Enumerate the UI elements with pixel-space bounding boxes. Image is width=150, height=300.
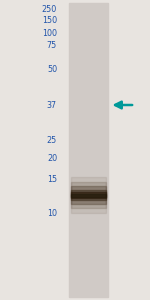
Bar xyxy=(69,3,108,297)
Bar xyxy=(70,194,106,196)
Text: 50: 50 xyxy=(47,65,57,74)
Text: 20: 20 xyxy=(47,154,57,163)
Text: 15: 15 xyxy=(47,175,57,184)
Text: 150: 150 xyxy=(42,16,57,25)
Bar xyxy=(70,192,106,198)
Text: 10: 10 xyxy=(47,208,57,217)
Text: 250: 250 xyxy=(42,5,57,14)
Bar xyxy=(70,182,106,208)
Text: 100: 100 xyxy=(42,28,57,38)
Bar xyxy=(70,177,106,213)
Text: 25: 25 xyxy=(47,136,57,145)
Bar xyxy=(70,186,106,204)
Text: 37: 37 xyxy=(47,100,57,109)
Text: 75: 75 xyxy=(47,41,57,50)
Bar xyxy=(70,190,106,200)
